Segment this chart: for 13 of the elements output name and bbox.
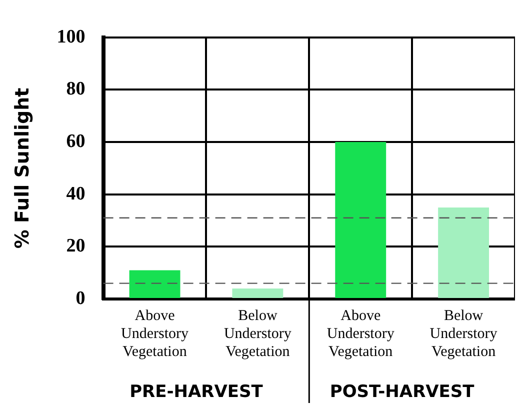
x-tick-label: Below Understory Vegetation <box>430 308 498 360</box>
x-tick-label: Below Understory Vegetation <box>224 308 292 360</box>
x-tick-label: Above Understory Vegetation <box>326 308 395 360</box>
y-tick-label: 60 <box>66 130 86 152</box>
y-axis-title: % Full Sunlight <box>11 88 34 249</box>
y-tick-label: 20 <box>66 236 86 257</box>
y-tick-label: 100 <box>56 26 86 48</box>
text: PRE-HARVEST <box>130 382 264 402</box>
y-tick-label: 80 <box>66 78 86 100</box>
y-tick-label: 40 <box>66 183 86 204</box>
x-tick-label: Above Understory Vegetation <box>121 308 189 360</box>
y-tick-label: 0 <box>76 288 86 309</box>
text: POST-HARVEST <box>330 382 475 402</box>
